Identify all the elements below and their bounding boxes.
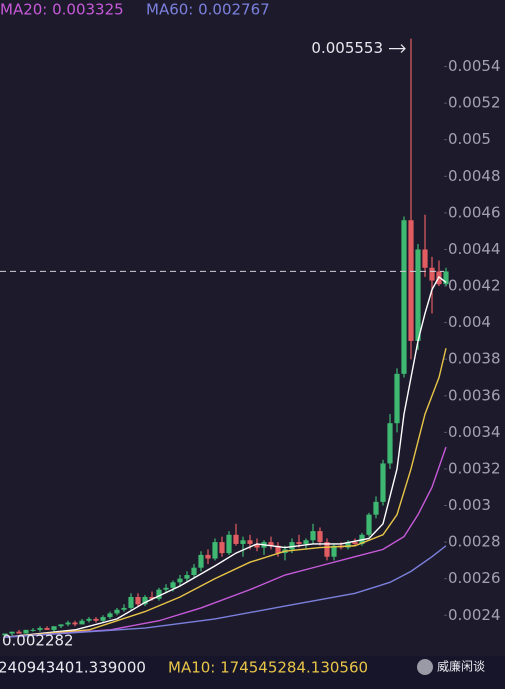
candle-body xyxy=(142,596,148,605)
y-tick-label: 0.0034 xyxy=(448,423,501,441)
ma-line xyxy=(4,275,447,638)
candle-body xyxy=(16,631,22,634)
y-tick-label: 0.0044 xyxy=(448,240,501,258)
candle-body xyxy=(268,542,274,546)
ma-line xyxy=(4,545,447,638)
candle-body xyxy=(44,628,50,630)
y-tick-label: 0.0026 xyxy=(448,569,501,587)
candle-body xyxy=(58,624,64,627)
y-tick-label: 0.0038 xyxy=(448,350,501,368)
max-label: 0.005553 xyxy=(311,39,383,57)
candle-body xyxy=(100,617,106,621)
y-tick-label: 0.0048 xyxy=(448,167,501,185)
candle-body xyxy=(205,554,211,559)
candle-body xyxy=(156,589,162,599)
candle-body xyxy=(310,531,316,541)
candle-body xyxy=(429,267,435,281)
candle-body xyxy=(72,622,78,625)
candle-body xyxy=(226,534,232,554)
candle-body xyxy=(163,587,169,590)
min-label: 0.002282 xyxy=(2,631,74,649)
candle-body xyxy=(184,575,190,579)
candle-body xyxy=(443,271,449,285)
watermark-icon xyxy=(417,659,433,675)
candle-body xyxy=(415,249,421,341)
candle-body xyxy=(401,220,407,374)
y-tick-label: 0.004 xyxy=(448,313,491,331)
candle-body xyxy=(240,540,246,544)
candle-body xyxy=(394,373,400,424)
candle-body xyxy=(296,542,302,544)
y-tick-label: 0.0028 xyxy=(448,533,501,551)
candle-body xyxy=(317,531,323,543)
candle-body xyxy=(93,618,99,621)
ma-line xyxy=(4,348,447,638)
y-tick-label: 0.003 xyxy=(448,496,491,514)
y-tick-label: 0.0036 xyxy=(448,386,501,404)
y-tick-label: 0.0054 xyxy=(448,57,501,75)
candle-body xyxy=(324,542,330,557)
candle-body xyxy=(107,613,113,618)
y-tick-label: 0.0024 xyxy=(448,606,501,624)
candle-body xyxy=(51,626,57,630)
candle-body xyxy=(366,514,372,535)
candle-body xyxy=(128,596,134,608)
candle-body xyxy=(135,596,141,605)
candle-body xyxy=(275,545,281,554)
y-tick-label: 0.0042 xyxy=(448,277,501,295)
candle-body xyxy=(233,534,239,544)
candle-body xyxy=(79,620,85,625)
candle-body xyxy=(37,628,43,630)
candle-body xyxy=(114,609,120,614)
y-tick-label: 0.0032 xyxy=(448,459,501,477)
candle-body xyxy=(198,554,204,568)
candle-body xyxy=(212,542,218,559)
candle-body xyxy=(345,542,351,548)
ma-line xyxy=(4,446,447,638)
candle-body xyxy=(9,631,15,634)
ma20-header: MA20: 0.003325 xyxy=(0,1,124,19)
y-tick-label: 0.0052 xyxy=(448,94,501,112)
candle-body xyxy=(30,629,36,631)
candle-body xyxy=(219,542,225,554)
candle-body xyxy=(2,633,8,636)
candle-body xyxy=(191,567,197,576)
candle-body xyxy=(422,249,428,268)
watermark: 威廉闲谈 xyxy=(437,659,485,674)
candle-body xyxy=(23,629,29,634)
volume-text: 240943401.339000 xyxy=(0,659,146,677)
max-arrow xyxy=(389,44,406,54)
candle-body xyxy=(408,220,414,341)
ma60-header: MA60: 0.002767 xyxy=(146,1,270,19)
candle-body xyxy=(177,578,183,583)
y-tick-label: 0.005 xyxy=(448,130,491,148)
candle-body xyxy=(247,540,253,544)
candle-body xyxy=(373,501,379,515)
candle-body xyxy=(352,542,358,544)
candle-body xyxy=(303,540,309,544)
candle-body xyxy=(289,542,295,550)
candle-body xyxy=(387,423,393,464)
candle-body xyxy=(86,618,92,621)
candle-body xyxy=(149,596,155,599)
candle-body xyxy=(254,543,260,548)
candle-body xyxy=(65,622,71,625)
y-tick-label: 0.0046 xyxy=(448,203,501,221)
candle-body xyxy=(331,545,337,557)
candle-body xyxy=(170,582,176,588)
candle-body xyxy=(380,463,386,502)
volume-ma10-text: MA10: 174545284.130560 xyxy=(168,659,368,677)
candle-body xyxy=(121,607,127,610)
